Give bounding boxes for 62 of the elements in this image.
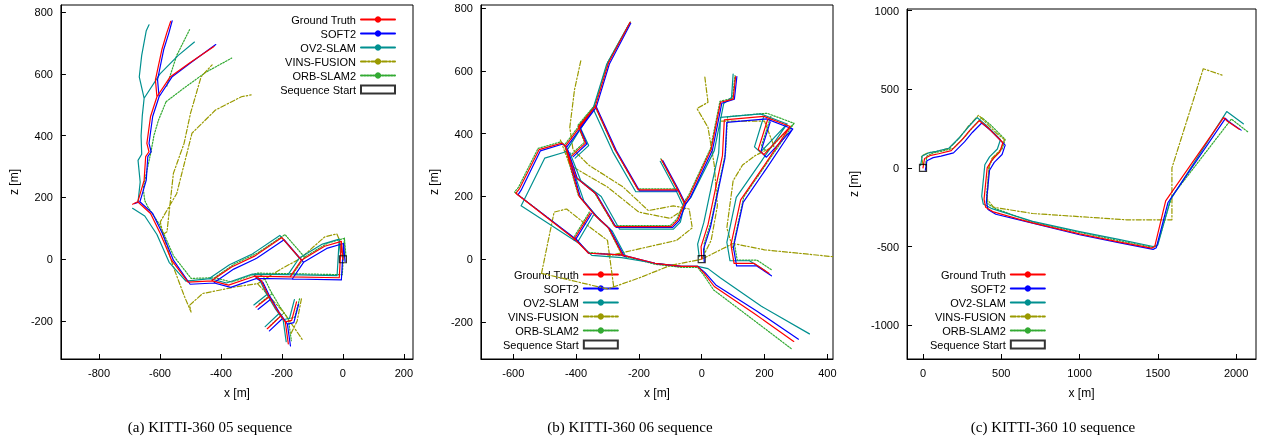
x-tick-label: -400 [209,366,232,379]
y-tick-label: -1000 [870,319,900,332]
y-axis-title: z [m] [847,171,861,197]
x-tick-label: -800 [88,366,111,379]
y-tick-label: 200 [34,191,53,204]
x-axis-title: x [m] [1068,386,1095,400]
y-tick-label: -500 [877,240,900,253]
x-tick-label: 1000 [1067,366,1092,379]
y-tick-label: 400 [34,129,53,142]
legend-label: OV2-SLAM [523,296,579,309]
y-tick-label: 400 [454,127,473,140]
legend-label: SOFT2 [543,282,579,295]
x-axis-title: x [m] [643,386,670,400]
y-tick-label: -200 [450,315,473,328]
legend-label: ORB-SLAM2 [292,69,356,82]
legend-label: Sequence Start [502,338,579,351]
legend-label: ORB-SLAM2 [942,324,1006,337]
y-axis-title: z [m] [427,169,441,195]
legend-label: Sequence Start [929,338,1006,351]
y-tick-label: 800 [454,2,473,15]
legend-label: VINS-FUSION [507,310,579,323]
y-tick-label: 800 [34,6,53,19]
x-tick-label: 200 [755,366,774,379]
x-tick-label: 2000 [1223,366,1249,379]
x-tick-label: 500 [992,366,1011,379]
x-tick-label: -200 [270,366,293,379]
x-tick-label: 1500 [1145,366,1171,379]
legend-label: Sequence Start [280,83,356,96]
legend-label: Ground Truth [514,268,579,281]
text: (c) KITTI-360 10 sequence [970,418,1136,436]
x-tick-label: 200 [394,366,414,379]
legend-label: VINS-FUSION [934,310,1006,323]
y-tick-label: 0 [466,253,473,266]
text: (b) KITTI-360 06 sequence [547,418,714,436]
x-tick-label: -200 [627,366,650,379]
x-tick-label: -600 [502,366,525,379]
x-tick-label: 0 [698,366,705,379]
legend-label: ORB-SLAM2 [515,324,579,337]
x-tick-label: -400 [565,366,588,379]
y-axis-title: z [m] [7,169,21,195]
y-tick-label: 0 [46,253,53,266]
y-tick-label: 600 [34,67,53,80]
x-tick-label: 0 [919,366,927,379]
y-tick-label: 600 [454,64,473,77]
x-tick-label: -600 [148,366,171,379]
y-tick-label: 200 [454,190,473,203]
legend-label: Ground Truth [941,268,1006,281]
legend-label: VINS-FUSION [285,55,357,68]
x-tick-label: 400 [818,366,837,379]
line-series [920,68,1223,221]
legend-label: Ground Truth [291,13,356,26]
text: (a) KITTI-360 05 sequence [127,418,293,436]
legend-label: SOFT2 [320,27,356,40]
legend-label: OV2-SLAM [950,296,1006,309]
y-tick-label: -200 [30,315,53,328]
legend-label: OV2-SLAM [300,41,356,54]
x-axis-title: x [m] [223,386,250,400]
x-tick-label: 0 [339,366,346,379]
legend-label: SOFT2 [970,282,1006,295]
y-tick-label: 0 [892,161,900,174]
y-tick-label: 1000 [874,4,900,17]
y-tick-label: 500 [880,83,900,96]
